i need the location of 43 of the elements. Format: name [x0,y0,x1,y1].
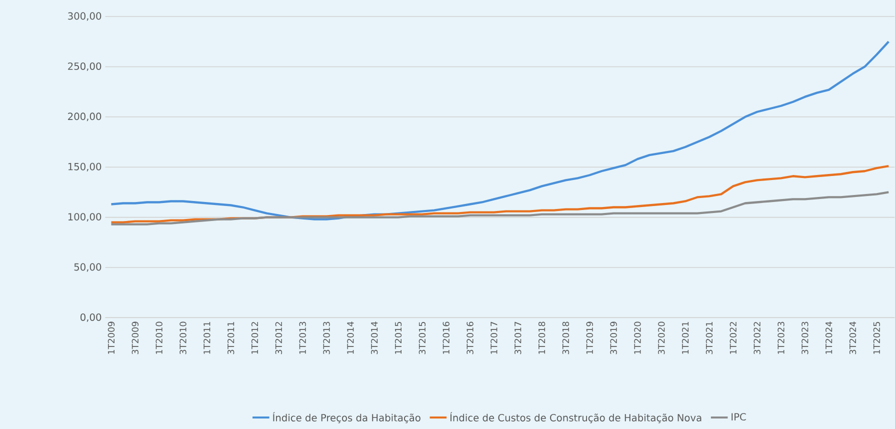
x-tick-label: 3T2017 [514,322,522,354]
x-tick-label: 3T2021 [706,322,713,354]
x-tick-label: 3T2012 [275,322,282,354]
legend-label: IPC [732,413,746,420]
x-tick-label: 3T2024 [849,322,856,354]
x-tick-label: 1T2014 [347,322,354,354]
x-tick-label: 3T2020 [658,322,665,354]
y-tick-label: 200,00 [68,112,102,122]
x-tick-label: 1T2019 [586,322,593,354]
x-tick-label: 1T2018 [538,322,546,354]
x-tick-label: 1T2013 [299,322,306,354]
y-tick-label: 150,00 [68,162,102,172]
y-tick-label: 250,00 [68,62,102,71]
x-tick-label: 1T2022 [730,322,737,354]
x-tick-label: 3T2010 [180,322,186,354]
x-tick-label: 3T2013 [323,322,330,354]
x-tick-label: 3T2023 [802,322,808,354]
x-tick-label: 1T2010 [156,322,162,354]
x-tick-label: 1T2025 [873,322,880,354]
x-tick-label: 1T2011 [204,322,210,354]
x-tick-label: 1T2015 [394,322,402,354]
x-tick-label: 1T2017 [490,322,498,354]
x-tick-label: 1T2016 [442,322,450,354]
x-tick-label: 3T2022 [754,322,760,354]
x-tick-label: 3T2016 [466,322,474,354]
x-tick-label: 1T2021 [682,322,689,354]
x-tick-label: 1T2009 [108,322,115,354]
legend-label: Índice de Custos de Construção de Habitação Nova [450,412,702,424]
y-tick-label: 100,00 [68,213,102,222]
x-tick-label: 1T2012 [251,322,258,354]
legend-label: Índice de Preços da Habitação [273,412,420,424]
y-tick-label: 50,00 [74,263,102,272]
x-tick-label: 3T2011 [227,322,234,354]
y-tick-label: 300,00 [68,12,102,21]
x-tick-label: 1T2020 [634,322,641,354]
x-tick-label: 3T2015 [418,322,426,354]
x-tick-label: 3T2019 [610,322,617,354]
x-tick-label: 1T2024 [825,322,832,354]
x-tick-label: 3T2014 [371,322,378,354]
x-tick-label: 3T2009 [132,322,138,354]
y-tick-label: 0,00 [80,313,102,322]
x-tick-label: 3T2018 [562,322,570,354]
x-tick-label: 1T2023 [778,322,784,354]
